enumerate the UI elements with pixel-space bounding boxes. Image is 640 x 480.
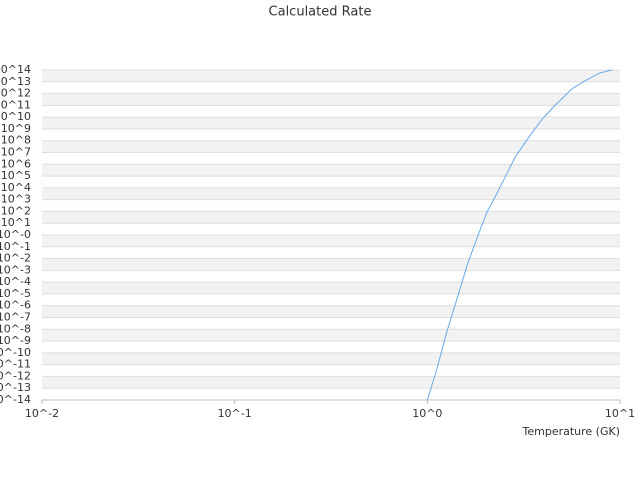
y-tick-label: 10^11 bbox=[0, 98, 31, 111]
chart-title: Calculated Rate bbox=[269, 5, 372, 20]
grid-band bbox=[42, 282, 620, 294]
y-tick-label: 10^10 bbox=[0, 110, 31, 123]
y-tick-label: 10^-1 bbox=[0, 240, 31, 253]
y-tick-label: 10^-7 bbox=[0, 311, 31, 324]
grid-band bbox=[42, 93, 620, 106]
y-tick-label: 10^1 bbox=[1, 216, 31, 229]
y-tick-label: 10^4 bbox=[1, 181, 31, 194]
grid-band bbox=[42, 164, 620, 177]
grid-band bbox=[42, 70, 620, 82]
y-tick-label: 10^-11 bbox=[0, 358, 31, 371]
grid-band bbox=[42, 140, 620, 153]
grid-band bbox=[42, 352, 620, 365]
x-tick-label: 10^0 bbox=[412, 407, 442, 420]
y-tick-label: 10^-2 bbox=[0, 252, 31, 265]
y-tick-label: 10^-13 bbox=[0, 381, 31, 394]
grid-band bbox=[42, 187, 620, 200]
grid-band bbox=[42, 258, 620, 271]
y-tick-label: 10^-14 bbox=[0, 393, 31, 406]
y-tick-label: 10^-4 bbox=[0, 275, 31, 288]
y-tick-label: 10^8 bbox=[1, 134, 31, 147]
grid-band bbox=[42, 376, 620, 389]
y-tick-label: 10^-0 bbox=[0, 228, 31, 241]
y-tick-label: 10^7 bbox=[1, 146, 31, 159]
y-tick-label: 10^-3 bbox=[0, 263, 31, 276]
y-tick-label: 10^2 bbox=[1, 204, 31, 217]
grid-band bbox=[42, 235, 620, 247]
x-tick-label: 10^1 bbox=[605, 407, 635, 420]
y-tick-label: 10^9 bbox=[1, 122, 31, 135]
y-tick-label: 10^6 bbox=[1, 157, 31, 170]
y-tick-label: 10^13 bbox=[0, 75, 31, 88]
x-tick-label: 10^-2 bbox=[25, 407, 59, 420]
y-tick-label: 10^12 bbox=[0, 87, 31, 100]
y-tick-label: 10^5 bbox=[1, 169, 31, 182]
grid-band bbox=[42, 117, 620, 129]
line-series bbox=[426, 69, 613, 401]
y-tick-label: 10^-9 bbox=[0, 334, 31, 347]
y-tick-label: 10^-12 bbox=[0, 369, 31, 382]
y-tick-label: 10^-8 bbox=[0, 322, 31, 335]
grid-band bbox=[42, 211, 620, 224]
grid-band bbox=[42, 329, 620, 342]
x-tick-label: 10^-1 bbox=[218, 407, 252, 420]
y-tick-label: 10^-6 bbox=[0, 299, 31, 312]
y-tick-label: 10^-10 bbox=[0, 346, 31, 359]
grid-band bbox=[42, 305, 620, 318]
y-tick-label: 10^3 bbox=[1, 193, 31, 206]
y-tick-label: 10^-5 bbox=[0, 287, 31, 300]
y-tick-label: 10^14 bbox=[0, 63, 31, 76]
x-axis-label: Temperature (GK) bbox=[522, 425, 621, 438]
